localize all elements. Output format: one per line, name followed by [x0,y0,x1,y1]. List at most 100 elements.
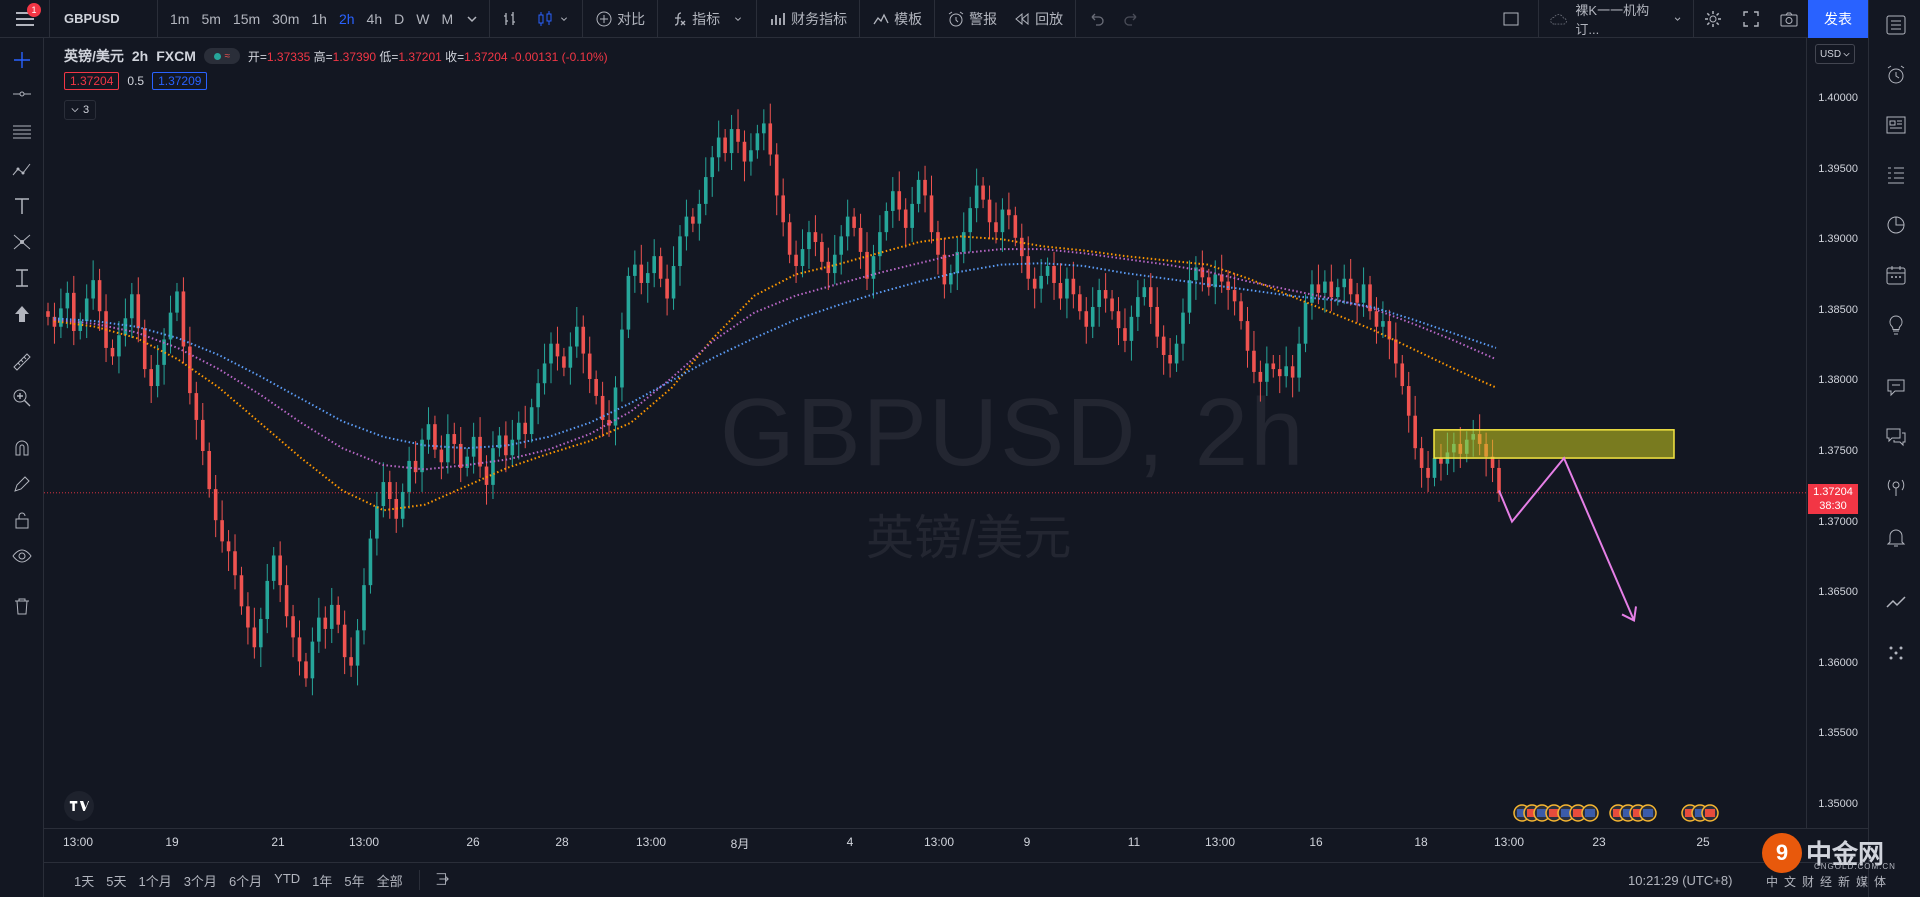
ideas-button[interactable] [1883,312,1909,338]
fib-tool[interactable] [10,120,34,144]
chat-button[interactable] [1883,374,1909,400]
time-tick-label: 4 [846,835,854,849]
zoom-tool[interactable] [10,386,34,410]
watchlist-button[interactable] [1883,12,1909,38]
fullscreen-button[interactable] [1732,0,1770,38]
streams-button[interactable] [1883,474,1909,500]
candle-body [729,129,734,154]
indicators-button[interactable]: 指标 [662,0,752,38]
interval-W[interactable]: W [416,10,430,27]
bar-style-button[interactable] [494,0,528,38]
layout-name-button[interactable]: 裸K一一机构订... [1538,0,1694,38]
interval-dropdown[interactable] [459,0,485,38]
indicators-collapse-button[interactable]: 3 [64,100,96,120]
range-button-2[interactable]: 1个月 [138,873,172,889]
measure-tool[interactable] [10,266,34,290]
range-button-8[interactable]: 全部 [376,873,403,889]
date-range-button[interactable] [430,871,454,890]
delete-tool[interactable] [10,594,34,618]
publish-button[interactable]: 发表 [1808,0,1868,38]
symbol-search-button[interactable]: GBPUSD [50,0,158,38]
interval-30m[interactable]: 30m [272,10,300,27]
tradingview-logo[interactable] [64,791,94,821]
messages-button[interactable] [1883,424,1909,450]
range-button-7[interactable]: 5年 [344,873,365,889]
news-button[interactable] [1883,112,1909,138]
draw-mode-tool[interactable] [10,472,34,496]
range-button-0[interactable]: 1天 [74,873,95,889]
compare-button[interactable]: 对比 [587,0,653,38]
lock-tool[interactable] [10,508,34,532]
chart-pane[interactable]: GBPUSD, 2h 英镑/美元 [44,38,1806,828]
layout-button[interactable] [1492,0,1530,38]
range-button-5[interactable]: YTD [274,870,301,886]
time-axis[interactable]: 13:00 19 21 13:00 26 28 13:00 8月 4 13:00 9 11 13:00 1… [44,828,1868,854]
pencil-lock-icon [14,476,30,492]
currency-selector[interactable]: USD [1815,44,1855,64]
interval-M[interactable]: M [441,10,454,27]
trading-panel-button[interactable] [1883,590,1909,616]
candle-body [142,328,147,370]
clock-timezone[interactable]: 10:21:29 (UTC+8) [1628,873,1733,888]
candle-body [362,585,366,631]
candle-body [703,177,708,204]
settings-button[interactable] [1694,0,1732,38]
redo-button[interactable] [1114,0,1148,38]
magnet-tool[interactable] [10,436,34,460]
buy-price-button[interactable]: 1.37209 [152,72,208,90]
interval-2h[interactable]: 2h [338,10,355,27]
candle-body [1071,278,1076,295]
interval-15m[interactable]: 15m [232,10,261,27]
lightbulb-icon [1889,315,1903,335]
hotlists-button[interactable] [1883,212,1909,238]
sell-price-button[interactable]: 1.37204 [64,72,120,90]
interval-4h[interactable]: 4h [366,10,383,27]
more-panels-button[interactable] [1883,640,1909,666]
notifications-button[interactable] [1883,524,1909,550]
candle-body [1181,312,1185,344]
range-button-6[interactable]: 1年 [312,873,333,889]
candle-body [949,273,953,285]
trendline-tool[interactable] [10,82,34,106]
candle-body [955,251,960,274]
interval-1m[interactable]: 1m [170,10,190,27]
calendar-button[interactable] [1883,262,1909,288]
text-tool[interactable] [10,194,34,218]
candle-body [394,499,399,519]
alerts-button[interactable]: 警报 [939,0,1005,38]
interval-D[interactable]: D [394,10,405,27]
data-window-button[interactable] [1883,162,1909,188]
interval-1h[interactable]: 1h [311,10,327,27]
legend-interval: 2h [131,48,149,64]
main-menu-button[interactable]: 1 [0,0,50,38]
ruler-tool[interactable] [10,350,34,374]
divider [489,0,491,38]
interval-5m[interactable]: 5m [201,10,221,27]
candle-body [1136,297,1140,317]
candle-body [1406,386,1411,416]
market-status[interactable]: ≈ [203,48,240,64]
symbol-title[interactable]: 英镑/美元 [64,48,124,64]
candle-body [433,424,437,450]
xabcd-tool[interactable] [10,230,34,254]
range-button-4[interactable]: 6个月 [228,873,263,889]
snapshot-button[interactable] [1770,0,1808,38]
zoom-in-icon [13,389,31,407]
alerts-panel-button[interactable] [1883,62,1909,88]
event-flag-fill [1613,809,1623,817]
arrow-tool[interactable] [10,302,34,326]
range-button-3[interactable]: 3个月 [183,873,217,889]
pattern-tool[interactable] [10,158,34,182]
templates-button[interactable]: 模板 [864,0,930,38]
candle-style-button[interactable] [528,0,578,38]
undo-button[interactable] [1080,0,1114,38]
pattern-icon [12,163,31,176]
candle-body [626,275,631,330]
financials-button[interactable]: 财务指标 [761,0,855,38]
candle-body [233,551,237,576]
crosshair-tool[interactable] [10,48,34,72]
price-axis[interactable]: 1.40000 1.39500 1.39000 1.38500 1.38000 1.375… [1806,38,1868,828]
range-button-1[interactable]: 5天 [106,873,127,889]
visibility-tool[interactable] [10,544,34,568]
replay-button[interactable]: 回放 [1005,0,1071,38]
